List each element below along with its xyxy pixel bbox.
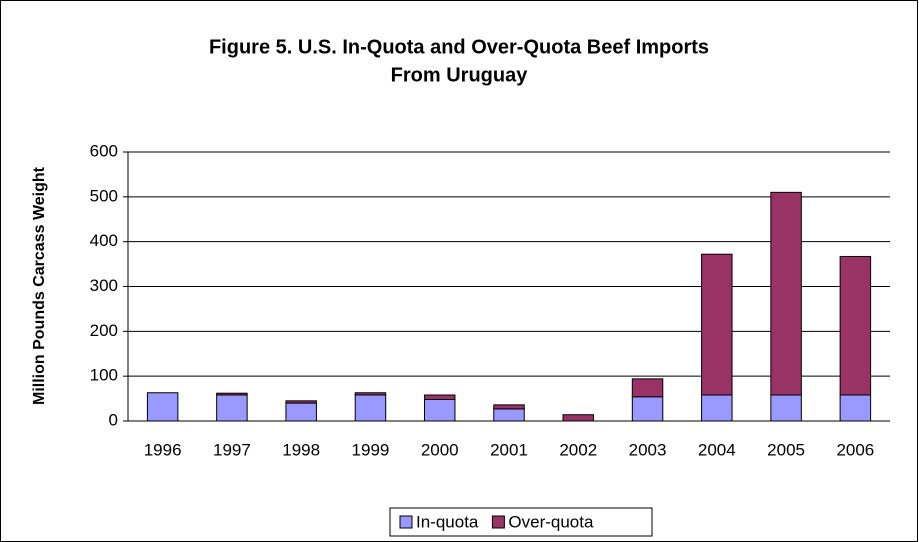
bar-segment <box>770 191 802 396</box>
x-tick-label: 2005 <box>767 440 805 459</box>
legend-label: Over-quota <box>508 512 594 531</box>
y-tick-label: 200 <box>90 321 118 340</box>
x-tick-label: 1996 <box>144 440 182 459</box>
y-tick-label: 100 <box>90 366 118 385</box>
bar-segment <box>701 253 733 396</box>
x-tick-label: 2006 <box>836 440 874 459</box>
bar-segment <box>839 394 872 422</box>
bar-segment <box>354 394 387 422</box>
x-tick-label: 2000 <box>421 440 459 459</box>
x-tick-label: 1999 <box>352 440 390 459</box>
x-tick-label: 2004 <box>698 440 736 459</box>
y-tick-label: 500 <box>90 186 118 205</box>
x-tick-label: 2002 <box>559 440 597 459</box>
legend-swatch <box>399 515 413 529</box>
bar-segment <box>285 400 317 404</box>
bar-segment <box>216 392 248 396</box>
chart-title: Figure 5. U.S. In-Quota and Over-Quota B… <box>209 36 709 58</box>
y-tick-label: 400 <box>90 231 118 250</box>
bar-segment <box>493 404 525 410</box>
legend-box <box>389 507 653 537</box>
y-tick-label: 600 <box>90 141 118 160</box>
bar-segment <box>631 396 664 422</box>
bar-segment <box>423 398 456 422</box>
x-tick-label: 1998 <box>282 440 320 459</box>
bar-segment <box>701 394 733 422</box>
bar-segment <box>216 394 248 422</box>
y-tick-label: 0 <box>109 410 118 429</box>
bar-segment <box>562 414 595 422</box>
bar-segment <box>770 394 802 422</box>
y-axis-label: Million Pounds Carcass Weight <box>31 166 48 405</box>
bar-segment <box>285 402 317 422</box>
legend-label: In-quota <box>416 512 479 531</box>
legend-swatch <box>491 515 505 529</box>
bar-segment <box>423 394 456 400</box>
x-tick-label: 2003 <box>629 440 667 459</box>
bar-segment <box>839 255 872 396</box>
bar-segment <box>631 378 664 398</box>
bar-segment <box>493 408 525 422</box>
x-tick-label: 1997 <box>213 440 251 459</box>
y-tick-label: 300 <box>90 276 118 295</box>
bar-segment <box>354 392 387 396</box>
chart-title: From Uruguay <box>391 64 529 86</box>
bar-segment <box>146 392 179 422</box>
x-tick-label: 2001 <box>490 440 528 459</box>
